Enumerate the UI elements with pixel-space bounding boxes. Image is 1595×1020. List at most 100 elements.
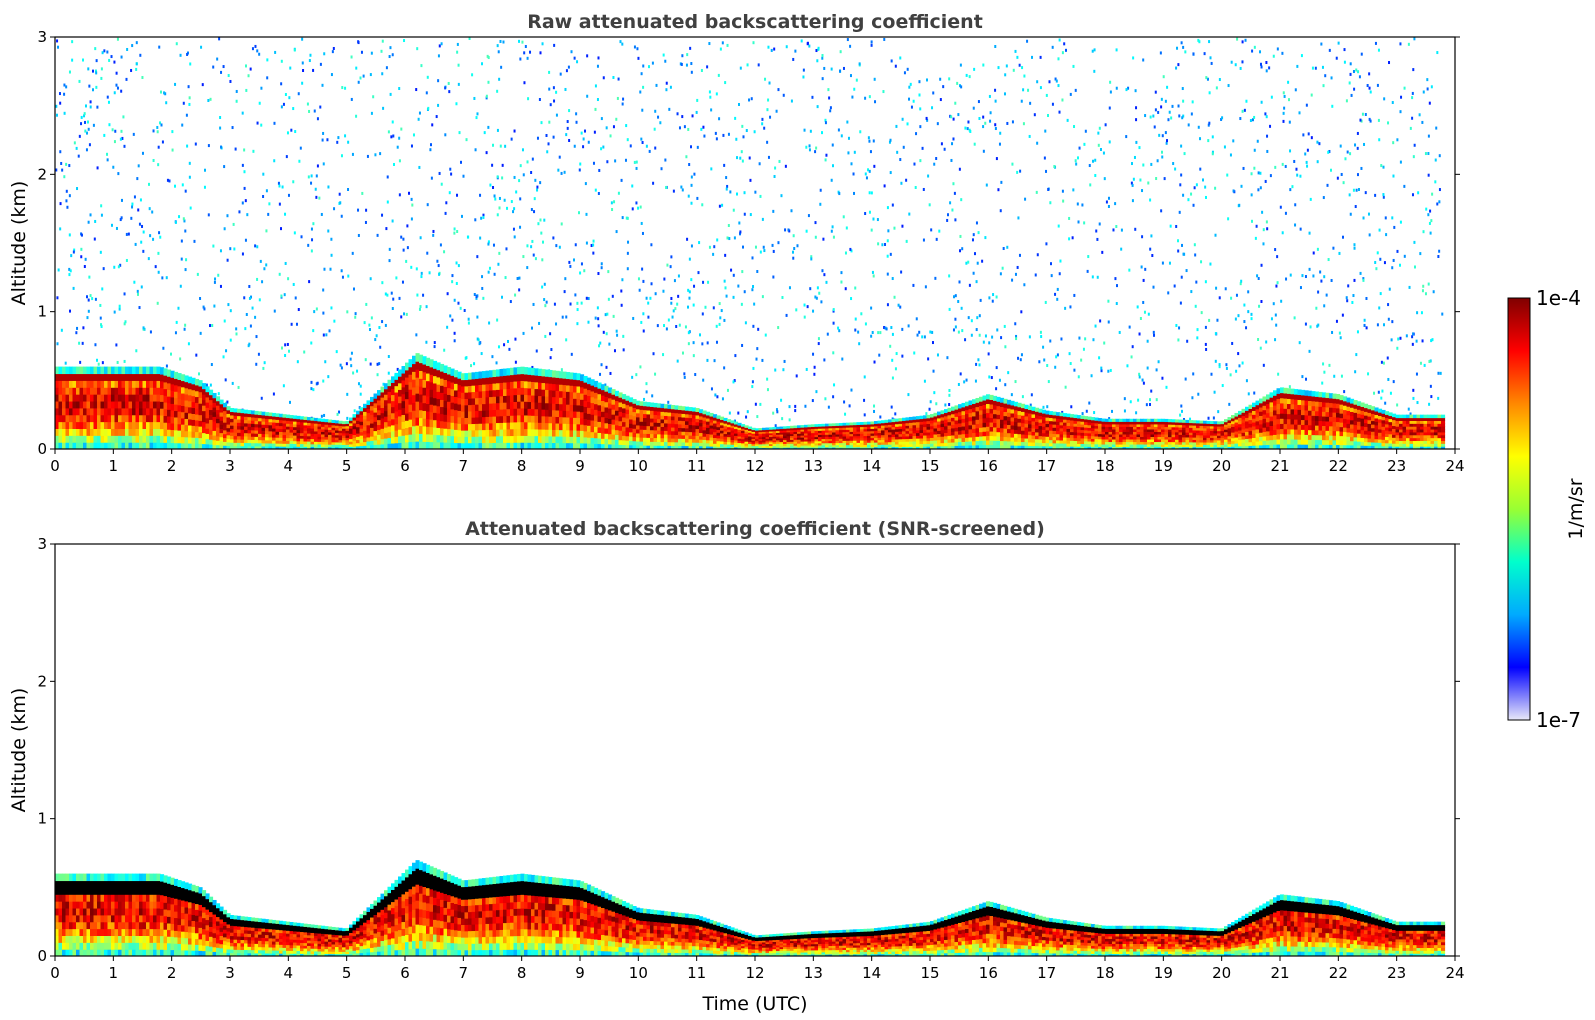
- noise-speckle: [740, 150, 743, 154]
- backscatter-cell: [713, 446, 718, 449]
- backscatter-cell: [632, 436, 637, 442]
- noise-speckle: [738, 221, 741, 225]
- noise-speckle: [1132, 56, 1135, 60]
- noise-speckle: [292, 180, 295, 184]
- noise-speckle: [1179, 413, 1182, 417]
- noise-speckle: [1363, 318, 1366, 322]
- backscatter-cell: [111, 380, 116, 388]
- noise-speckle: [868, 95, 871, 99]
- noise-speckle: [512, 210, 515, 214]
- noise-speckle: [360, 50, 363, 54]
- noise-speckle: [263, 267, 266, 271]
- backscatter-cell: [541, 395, 546, 404]
- backscatter-cell: [261, 427, 266, 431]
- noise-speckle: [552, 236, 555, 240]
- noise-speckle: [994, 88, 997, 92]
- backscatter-cell: [58, 442, 63, 449]
- noise-speckle: [1312, 251, 1315, 255]
- noise-speckle: [1243, 303, 1246, 307]
- noise-speckle: [706, 358, 709, 362]
- noise-speckle: [584, 129, 587, 133]
- noise-speckle: [457, 264, 460, 268]
- noise-speckle: [174, 220, 177, 224]
- noise-speckle: [450, 172, 453, 176]
- backscatter-cell: [744, 429, 749, 432]
- backscatter-cell: [352, 422, 357, 427]
- noise-speckle: [1036, 253, 1039, 257]
- backscatter-cell: [489, 422, 494, 430]
- noise-speckle: [780, 194, 783, 198]
- noise-speckle: [772, 209, 775, 213]
- noise-speckle: [229, 338, 232, 342]
- backscatter-cell: [643, 425, 648, 430]
- noise-speckle: [156, 301, 159, 305]
- backscatter-cell: [363, 430, 368, 435]
- noise-speckle: [677, 294, 680, 298]
- backscatter-cell: [552, 383, 557, 391]
- noise-speckle: [1102, 151, 1105, 155]
- backscatter-cell: [146, 387, 151, 395]
- noise-speckle: [402, 237, 405, 241]
- noise-speckle: [825, 153, 828, 157]
- noise-speckle: [710, 108, 713, 112]
- noise-speckle: [1247, 310, 1250, 314]
- backscatter-cell: [233, 425, 238, 430]
- noise-speckle: [1160, 105, 1163, 109]
- backscatter-cell: [583, 424, 588, 432]
- noise-speckle: [531, 239, 534, 243]
- noise-speckle: [1159, 51, 1162, 55]
- backscatter-cell: [212, 411, 217, 417]
- backscatter-cell: [594, 431, 599, 439]
- noise-speckle: [65, 189, 68, 193]
- noise-speckle: [1178, 210, 1181, 214]
- backscatter-cell: [741, 428, 746, 431]
- noise-speckle: [1068, 352, 1071, 356]
- backscatter-cell: [195, 396, 200, 403]
- noise-speckle: [645, 296, 648, 300]
- backscatter-cell: [580, 436, 585, 444]
- backscatter-cell: [611, 394, 616, 400]
- noise-speckle: [96, 358, 99, 362]
- noise-speckle: [812, 309, 815, 313]
- noise-speckle: [130, 216, 133, 220]
- backscatter-cell: [429, 419, 434, 428]
- backscatter-cell: [198, 431, 203, 439]
- noise-speckle: [1316, 324, 1319, 328]
- noise-speckle: [925, 116, 928, 120]
- backscatter-cell: [464, 379, 469, 387]
- backscatter-cell: [100, 442, 105, 449]
- backscatter-cell: [545, 435, 550, 443]
- backscatter-cell: [363, 418, 368, 424]
- noise-speckle: [805, 229, 808, 233]
- noise-speckle: [752, 285, 755, 289]
- backscatter-cell: [359, 424, 364, 429]
- noise-speckle: [721, 397, 724, 401]
- noise-speckle: [1209, 56, 1212, 60]
- backscatter-cell: [237, 432, 242, 437]
- noise-speckle: [254, 44, 257, 48]
- backscatter-cell: [629, 401, 634, 407]
- backscatter-cell: [730, 427, 735, 431]
- noise-speckle: [988, 94, 991, 98]
- noise-speckle: [688, 330, 691, 334]
- noise-speckle: [950, 158, 953, 162]
- backscatter-cell: [198, 391, 203, 398]
- backscatter-cell: [191, 443, 196, 449]
- backscatter-cell: [317, 433, 322, 437]
- backscatter-cell: [541, 415, 546, 423]
- backscatter-cell: [440, 427, 445, 436]
- noise-speckle: [944, 403, 947, 407]
- noise-speckle: [957, 113, 960, 117]
- backscatter-cell: [72, 435, 77, 443]
- backscatter-cell: [342, 435, 347, 439]
- backscatter-cell: [338, 420, 343, 424]
- backscatter-cell: [265, 439, 270, 444]
- noise-speckle: [1285, 277, 1288, 281]
- noise-speckle: [906, 67, 909, 71]
- backscatter-cell: [163, 388, 168, 396]
- backscatter-cell: [160, 435, 165, 443]
- noise-speckle: [1155, 398, 1158, 402]
- noise-speckle: [1403, 254, 1406, 258]
- backscatter-cell: [307, 435, 312, 439]
- noise-speckle: [997, 66, 1000, 70]
